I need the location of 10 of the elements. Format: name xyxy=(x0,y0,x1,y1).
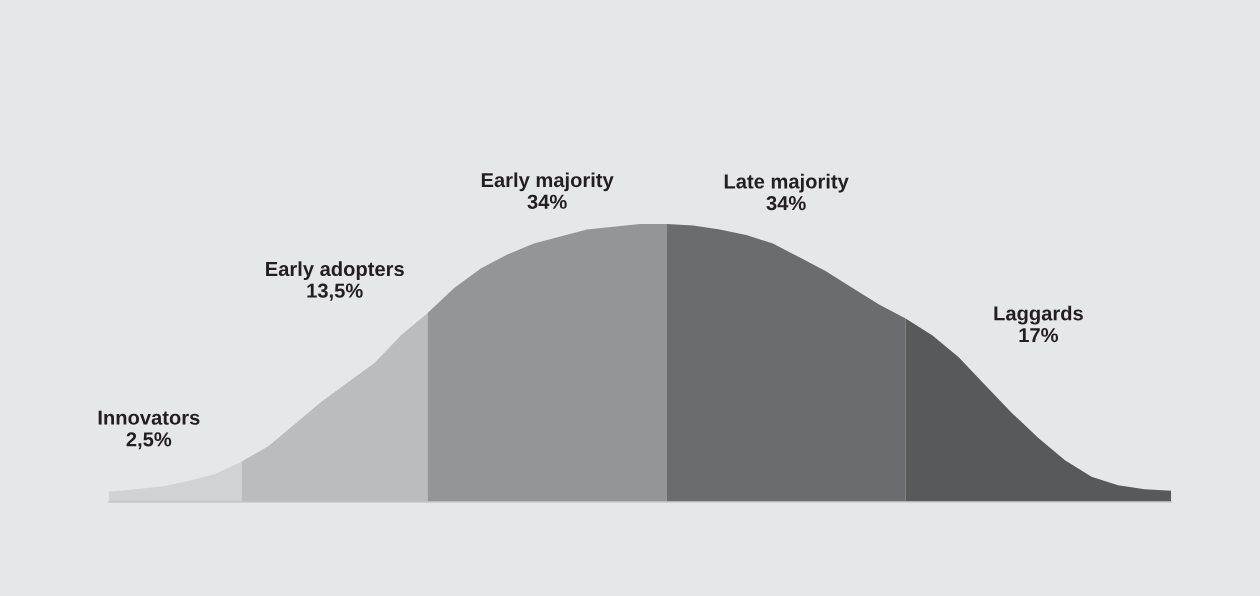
annotation: 2,5% xyxy=(126,432,172,450)
series-label: Early majority xyxy=(481,172,614,192)
text: Laggards xyxy=(994,305,1083,325)
text: 34% xyxy=(527,194,567,209)
annotation: 17% xyxy=(1019,328,1059,343)
annotation: 13,5% xyxy=(307,283,363,301)
text: 34% xyxy=(766,196,806,211)
text: Innovators xyxy=(98,410,200,425)
series-label: Late majority xyxy=(724,173,849,193)
text: Early adopters xyxy=(266,261,404,281)
